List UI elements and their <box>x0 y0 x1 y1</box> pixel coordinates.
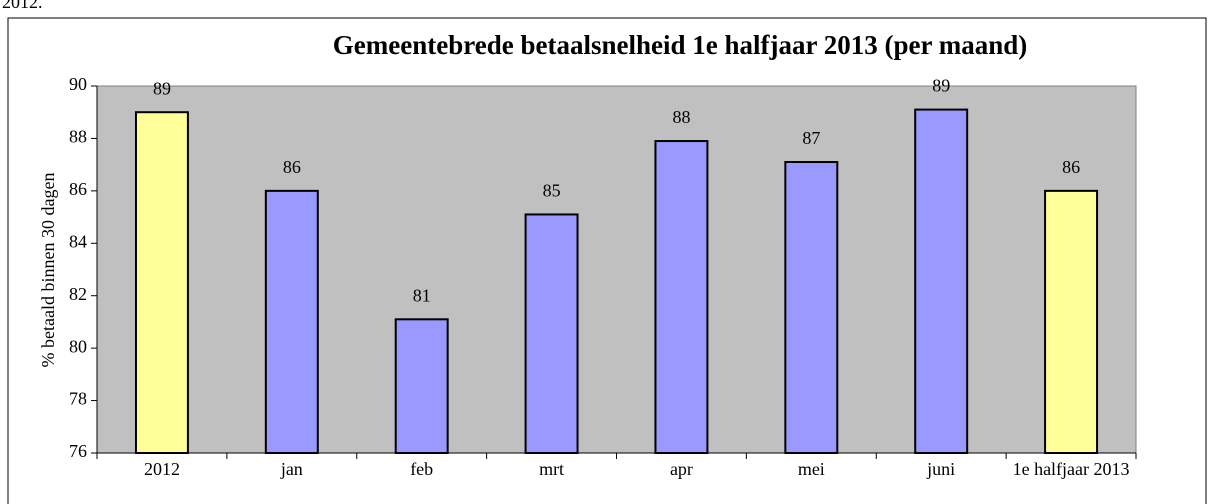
bar <box>134 111 189 454</box>
y-tick-label: 90 <box>69 74 87 94</box>
data-label: 86 <box>1062 157 1080 177</box>
y-tick-label: 88 <box>69 127 87 147</box>
x-tick-label: mrt <box>539 459 564 479</box>
data-label: 81 <box>413 285 431 305</box>
x-tick-label: 1e halfjaar 2013 <box>1013 459 1130 479</box>
chart-title: Gemeentebrede betaalsnelheid 1e halfjaar… <box>333 30 1027 60</box>
x-tick-label: apr <box>670 459 693 479</box>
y-axis-label: % betaald binnen 30 dagen <box>38 173 58 368</box>
y-tick-label: 80 <box>69 336 87 356</box>
bar <box>264 189 319 454</box>
data-label: 89 <box>153 78 171 98</box>
data-label: 88 <box>672 107 690 127</box>
y-tick-label: 82 <box>69 284 87 304</box>
x-tick-label: mei <box>798 459 825 479</box>
page-text: 2012. <box>2 0 43 12</box>
x-tick-label: jan <box>280 459 303 479</box>
bar <box>784 161 839 454</box>
bar <box>394 318 449 454</box>
data-label: 85 <box>543 181 561 201</box>
y-tick-label: 84 <box>69 231 87 251</box>
data-label: 87 <box>802 128 820 148</box>
bar <box>1044 189 1099 454</box>
bar <box>654 140 709 455</box>
x-tick-label: juni <box>926 459 955 479</box>
y-tick-label: 86 <box>69 179 87 199</box>
data-label: 89 <box>932 76 950 96</box>
bar <box>914 108 969 454</box>
data-label: 86 <box>283 157 301 177</box>
bar <box>524 213 579 454</box>
x-tick-label: feb <box>410 459 433 479</box>
y-tick-label: 76 <box>69 441 87 461</box>
plot-area <box>96 85 1137 454</box>
y-tick-label: 78 <box>69 389 87 409</box>
x-tick-label: 2012 <box>144 459 180 479</box>
